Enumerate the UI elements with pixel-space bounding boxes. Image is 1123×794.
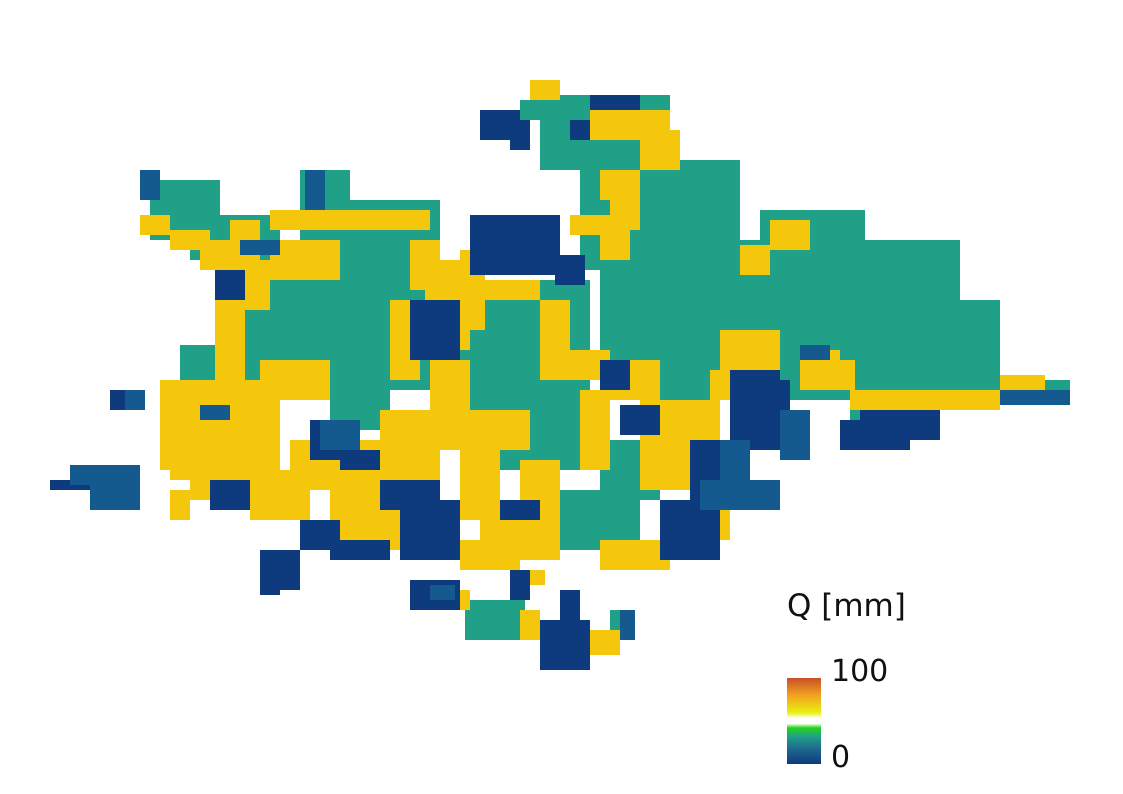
map-cell xyxy=(700,480,780,510)
map-cell xyxy=(400,500,460,560)
map-cell xyxy=(480,280,540,300)
map-cell xyxy=(140,170,160,200)
map-cell xyxy=(940,300,1000,390)
map-cell xyxy=(520,610,540,640)
map-cell xyxy=(840,360,855,390)
map-cell xyxy=(470,215,560,275)
map-cell xyxy=(530,570,545,585)
map-cell xyxy=(240,240,280,255)
map-cell xyxy=(305,170,325,210)
map-cell xyxy=(780,410,810,460)
map-cell xyxy=(260,580,280,595)
map-cell xyxy=(520,100,550,120)
map-cell xyxy=(560,590,580,630)
map-cell xyxy=(860,410,940,440)
map-cell xyxy=(570,120,590,140)
map-cell xyxy=(640,130,680,170)
map-cell xyxy=(140,215,170,235)
map-cell xyxy=(510,570,530,600)
map-cell xyxy=(230,220,260,240)
map-cell xyxy=(320,420,360,450)
legend-max-label: 100 xyxy=(831,654,889,689)
map-cell xyxy=(590,630,620,655)
map-cell xyxy=(690,400,720,440)
map-cell xyxy=(90,480,140,510)
map-cell xyxy=(125,390,145,410)
legend-title: Q [mm] xyxy=(787,588,906,624)
map-cell xyxy=(720,440,750,480)
map-cell xyxy=(500,500,540,520)
map-cell xyxy=(430,585,455,600)
map-cell xyxy=(800,345,830,360)
map-cell xyxy=(330,540,390,560)
map-cell xyxy=(460,540,520,570)
map-cell xyxy=(170,490,190,520)
legend-colorbar xyxy=(787,678,821,764)
map-cell xyxy=(465,600,525,640)
map-cell xyxy=(340,450,380,470)
map-cell xyxy=(580,390,610,470)
map-cell xyxy=(610,190,640,230)
map-cell xyxy=(555,255,585,285)
map-cell xyxy=(620,610,635,640)
map-cell xyxy=(660,280,720,380)
map-cell xyxy=(850,390,1000,410)
map-cell xyxy=(600,540,670,570)
map-cell xyxy=(215,270,245,300)
map-cell xyxy=(600,360,630,390)
map-cell xyxy=(300,240,340,280)
map-cells xyxy=(50,80,1070,670)
map-cell xyxy=(1000,390,1070,405)
map-cell xyxy=(860,255,955,305)
map-cell xyxy=(590,95,640,110)
map-cell xyxy=(620,405,660,435)
map-cell xyxy=(530,80,560,100)
map-cell xyxy=(510,120,530,150)
map-cell xyxy=(740,245,770,275)
map-cell xyxy=(770,220,810,250)
map-cell xyxy=(410,300,460,360)
map-cell xyxy=(200,405,230,420)
map-cell xyxy=(270,210,430,230)
map-cell xyxy=(210,480,250,510)
legend-min-label: 0 xyxy=(831,740,851,775)
